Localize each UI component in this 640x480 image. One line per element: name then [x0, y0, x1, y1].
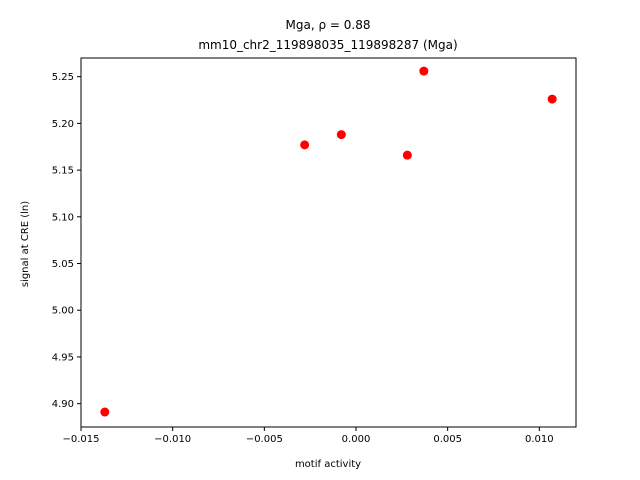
data-point	[419, 66, 429, 76]
y-tick-label: 5.15	[52, 166, 74, 177]
y-tick-label: 5.00	[52, 306, 74, 317]
chart-title-line1: Mga, ρ = 0.88	[286, 18, 371, 32]
chart-title-line2: mm10_chr2_119898035_119898287 (Mga)	[198, 38, 457, 52]
data-point	[547, 94, 557, 104]
data-point	[300, 140, 310, 150]
y-tick-label: 4.95	[52, 352, 74, 363]
plot-area: −0.015 −0.010 −0.005 0.000 0.005 0.010 4.90 4.9…	[52, 57, 577, 445]
x-tick-label: −0.005	[246, 434, 283, 445]
y-tick-label: 5.20	[52, 119, 74, 130]
x-tick-label: 0.010	[525, 434, 554, 445]
plot-frame	[80, 57, 577, 428]
data-point	[336, 130, 346, 140]
x-tick-label: −0.015	[62, 434, 99, 445]
x-axis-label: motif activity	[295, 459, 361, 470]
y-tick-label: 5.25	[52, 72, 74, 83]
y-tick-label: 5.10	[52, 212, 74, 223]
data-point	[100, 407, 110, 417]
x-tick-label: −0.010	[154, 434, 191, 445]
data-point	[402, 150, 412, 160]
y-axis-label: signal at CRE (ln)	[20, 201, 31, 287]
x-tick-label: 0.000	[342, 434, 371, 445]
y-tick-label: 4.90	[52, 399, 74, 410]
x-tick-label: 0.005	[433, 434, 462, 445]
y-tick-label: 5.05	[52, 259, 74, 270]
